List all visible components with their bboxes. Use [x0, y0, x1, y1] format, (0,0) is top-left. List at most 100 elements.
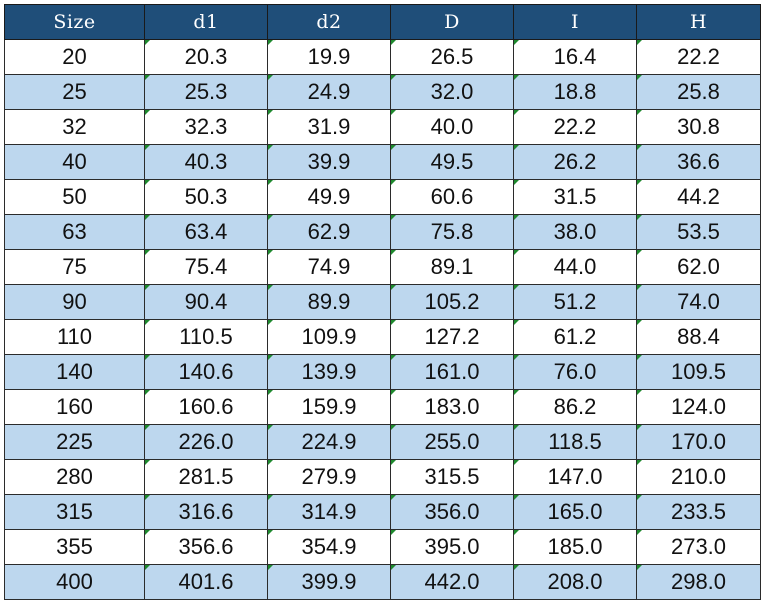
cell-d2[interactable]: 31.9 [267, 109, 391, 145]
cell-size[interactable]: 110 [4, 319, 145, 355]
cell-H[interactable]: 88.4 [636, 319, 761, 355]
cell-d1[interactable]: 356.6 [144, 529, 268, 565]
cell-size[interactable]: 75 [4, 249, 145, 285]
header-cell-D[interactable]: D [390, 4, 514, 40]
cell-D[interactable]: 442.0 [390, 564, 514, 600]
cell-d1[interactable]: 50.3 [144, 179, 268, 215]
cell-H[interactable]: 210.0 [636, 459, 761, 495]
cell-d2[interactable]: 49.9 [267, 179, 391, 215]
cell-D[interactable]: 183.0 [390, 389, 514, 425]
cell-d2[interactable]: 279.9 [267, 459, 391, 495]
cell-d1[interactable]: 160.6 [144, 389, 268, 425]
cell-d1[interactable]: 63.4 [144, 214, 268, 250]
cell-H[interactable]: 298.0 [636, 564, 761, 600]
cell-d2[interactable]: 224.9 [267, 424, 391, 460]
cell-H[interactable]: 53.5 [636, 214, 761, 250]
cell-d2[interactable]: 354.9 [267, 529, 391, 565]
cell-I[interactable]: 76.0 [513, 354, 637, 390]
cell-D[interactable]: 89.1 [390, 249, 514, 285]
cell-H[interactable]: 124.0 [636, 389, 761, 425]
cell-I[interactable]: 18.8 [513, 74, 637, 110]
cell-D[interactable]: 75.8 [390, 214, 514, 250]
cell-H[interactable]: 170.0 [636, 424, 761, 460]
cell-D[interactable]: 255.0 [390, 424, 514, 460]
cell-d2[interactable]: 314.9 [267, 494, 391, 530]
cell-d1[interactable]: 401.6 [144, 564, 268, 600]
cell-d1[interactable]: 316.6 [144, 494, 268, 530]
cell-d1[interactable]: 90.4 [144, 284, 268, 320]
cell-I[interactable]: 38.0 [513, 214, 637, 250]
cell-size[interactable]: 63 [4, 214, 145, 250]
cell-I[interactable]: 118.5 [513, 424, 637, 460]
cell-size[interactable]: 20 [4, 39, 145, 75]
cell-H[interactable]: 233.5 [636, 494, 761, 530]
cell-I[interactable]: 147.0 [513, 459, 637, 495]
cell-I[interactable]: 185.0 [513, 529, 637, 565]
cell-I[interactable]: 51.2 [513, 284, 637, 320]
cell-size[interactable]: 40 [4, 144, 145, 180]
cell-D[interactable]: 60.6 [390, 179, 514, 215]
cell-H[interactable]: 109.5 [636, 354, 761, 390]
header-cell-I[interactable]: I [513, 4, 637, 40]
cell-d1[interactable]: 226.0 [144, 424, 268, 460]
cell-I[interactable]: 61.2 [513, 319, 637, 355]
cell-D[interactable]: 315.5 [390, 459, 514, 495]
cell-d2[interactable]: 89.9 [267, 284, 391, 320]
header-cell-d1[interactable]: d1 [144, 4, 268, 40]
cell-I[interactable]: 44.0 [513, 249, 637, 285]
cell-D[interactable]: 40.0 [390, 109, 514, 145]
cell-I[interactable]: 16.4 [513, 39, 637, 75]
cell-H[interactable]: 74.0 [636, 284, 761, 320]
cell-d1[interactable]: 281.5 [144, 459, 268, 495]
cell-D[interactable]: 32.0 [390, 74, 514, 110]
cell-size[interactable]: 225 [4, 424, 145, 460]
cell-d1[interactable]: 110.5 [144, 319, 268, 355]
cell-size[interactable]: 280 [4, 459, 145, 495]
cell-d1[interactable]: 140.6 [144, 354, 268, 390]
cell-size[interactable]: 90 [4, 284, 145, 320]
cell-H[interactable]: 273.0 [636, 529, 761, 565]
cell-D[interactable]: 127.2 [390, 319, 514, 355]
cell-d1[interactable]: 25.3 [144, 74, 268, 110]
cell-d1[interactable]: 32.3 [144, 109, 268, 145]
cell-size[interactable]: 50 [4, 179, 145, 215]
cell-size[interactable]: 32 [4, 109, 145, 145]
cell-H[interactable]: 22.2 [636, 39, 761, 75]
cell-H[interactable]: 25.8 [636, 74, 761, 110]
cell-d2[interactable]: 19.9 [267, 39, 391, 75]
cell-d2[interactable]: 62.9 [267, 214, 391, 250]
cell-D[interactable]: 49.5 [390, 144, 514, 180]
cell-size[interactable]: 355 [4, 529, 145, 565]
cell-size[interactable]: 400 [4, 564, 145, 600]
cell-d2[interactable]: 139.9 [267, 354, 391, 390]
cell-I[interactable]: 31.5 [513, 179, 637, 215]
cell-I[interactable]: 208.0 [513, 564, 637, 600]
cell-D[interactable]: 161.0 [390, 354, 514, 390]
cell-size[interactable]: 25 [4, 74, 145, 110]
cell-I[interactable]: 26.2 [513, 144, 637, 180]
cell-d2[interactable]: 24.9 [267, 74, 391, 110]
cell-D[interactable]: 395.0 [390, 529, 514, 565]
header-cell-size[interactable]: Size [4, 4, 145, 40]
cell-d2[interactable]: 159.9 [267, 389, 391, 425]
header-cell-d2[interactable]: d2 [267, 4, 391, 40]
cell-I[interactable]: 86.2 [513, 389, 637, 425]
cell-D[interactable]: 356.0 [390, 494, 514, 530]
cell-I[interactable]: 22.2 [513, 109, 637, 145]
header-cell-H[interactable]: H [636, 4, 761, 40]
cell-d2[interactable]: 399.9 [267, 564, 391, 600]
cell-H[interactable]: 30.8 [636, 109, 761, 145]
cell-d1[interactable]: 75.4 [144, 249, 268, 285]
cell-H[interactable]: 36.6 [636, 144, 761, 180]
cell-H[interactable]: 62.0 [636, 249, 761, 285]
cell-d2[interactable]: 74.9 [267, 249, 391, 285]
cell-H[interactable]: 44.2 [636, 179, 761, 215]
cell-size[interactable]: 315 [4, 494, 145, 530]
cell-d2[interactable]: 39.9 [267, 144, 391, 180]
cell-D[interactable]: 26.5 [390, 39, 514, 75]
cell-d1[interactable]: 20.3 [144, 39, 268, 75]
cell-I[interactable]: 165.0 [513, 494, 637, 530]
cell-d2[interactable]: 109.9 [267, 319, 391, 355]
cell-size[interactable]: 140 [4, 354, 145, 390]
cell-d1[interactable]: 40.3 [144, 144, 268, 180]
